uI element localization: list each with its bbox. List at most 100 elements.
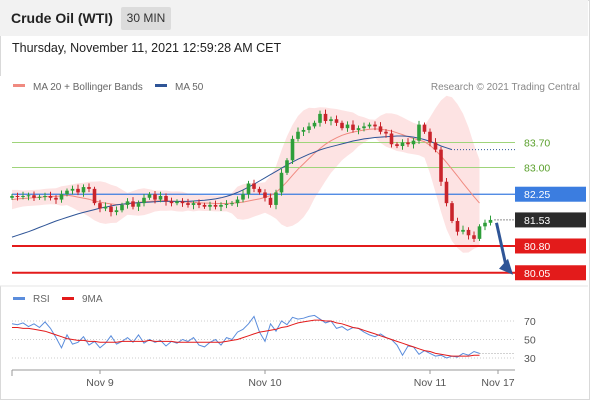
ma20-legend-label: MA 20 + Bollinger Bands	[33, 82, 143, 93]
timeframe-badge[interactable]: 30 MIN	[121, 7, 171, 30]
candle-body	[197, 203, 201, 205]
candle-body	[169, 201, 174, 204]
x-tick-label: Nov 9	[86, 377, 114, 389]
candle-body	[334, 119, 339, 123]
candle-body	[158, 196, 163, 200]
candle-body	[224, 203, 229, 205]
ma20-legend-swatch	[13, 84, 25, 87]
support-label: 80.05	[524, 268, 550, 280]
candle-body	[472, 235, 476, 239]
candle-body	[186, 203, 190, 205]
candle-body	[120, 204, 124, 211]
attribution-text: Research © 2021 Trading Central	[431, 82, 580, 93]
candle-body	[263, 192, 267, 198]
candle-body	[125, 201, 130, 205]
candle-body	[455, 220, 460, 232]
candle-body	[87, 187, 91, 189]
candle-body	[230, 203, 234, 205]
candle-body	[340, 122, 344, 129]
candle-body	[450, 203, 454, 221]
candle-body	[356, 128, 361, 130]
candle-body	[175, 201, 179, 204]
candle-body	[54, 197, 58, 200]
candle-body	[279, 172, 284, 193]
candle-body	[153, 194, 157, 200]
candle-body	[296, 131, 300, 139]
candle-body	[142, 197, 146, 204]
candle-body	[312, 122, 317, 127]
rsi-tick-label: 70	[524, 316, 536, 328]
rsi-ma-legend-label: 9MA	[82, 294, 103, 305]
last-price-label: 81.53	[524, 215, 550, 227]
instrument-title: Crude Oil (WTI)	[11, 10, 113, 26]
forecast-arrow-head	[499, 258, 513, 275]
candle-body	[378, 126, 383, 132]
bollinger-band	[12, 95, 480, 253]
support-label: 80.80	[524, 241, 550, 253]
resistance-label: 83.00	[524, 162, 550, 174]
candle-body	[103, 206, 108, 209]
candle-body	[422, 124, 427, 132]
rsi-line	[11, 314, 480, 359]
candle-body	[373, 124, 377, 127]
candle-body	[65, 190, 69, 195]
candle-body	[290, 138, 295, 161]
candle-body	[395, 144, 399, 147]
rsi-ma-line	[12, 319, 480, 357]
candle-body	[180, 201, 185, 204]
candle-body	[59, 194, 64, 200]
candle-body	[21, 196, 25, 198]
candle-body	[257, 188, 262, 193]
candle-body	[466, 229, 471, 236]
candle-body	[301, 129, 306, 132]
candle-body	[114, 210, 119, 213]
candle-body	[345, 124, 350, 129]
candle-body	[246, 183, 251, 195]
candle-body	[98, 203, 102, 209]
candle-body	[439, 149, 443, 182]
candle-body	[367, 124, 372, 127]
candle-body	[318, 113, 322, 123]
candle-body	[32, 195, 36, 198]
candle-body	[400, 142, 405, 147]
candle-body	[389, 133, 394, 145]
candle-body	[285, 160, 289, 173]
ma50-line	[11, 135, 453, 238]
candle-body	[147, 194, 152, 198]
candle-body	[10, 196, 14, 198]
rsi-tick-label: 30	[524, 353, 536, 365]
pivot-tag	[515, 186, 586, 202]
ma50-legend-swatch	[155, 84, 167, 87]
candle-body	[48, 196, 53, 198]
rsi-legend-label: RSI	[33, 294, 50, 305]
candle-body	[461, 229, 465, 232]
support-tag	[515, 238, 586, 254]
candle-body	[92, 188, 97, 204]
support-tag	[515, 265, 586, 281]
candle-body	[37, 196, 42, 198]
candle-body	[235, 199, 240, 204]
candle-body	[76, 188, 80, 193]
candle-body	[252, 183, 256, 189]
candle-body	[26, 195, 31, 197]
rsi-ma-legend-swatch	[62, 297, 74, 300]
ma20-line	[11, 128, 480, 206]
candle-body	[488, 219, 493, 223]
candle-body	[136, 203, 141, 207]
resistance-label: 83.70	[524, 137, 550, 149]
x-tick-label: Nov 10	[248, 377, 281, 389]
x-tick-label: Nov 11	[414, 377, 447, 389]
chart-timestamp: Thursday, November 11, 2021 12:59:28 AM …	[12, 41, 282, 55]
candle-body	[444, 181, 449, 204]
ma50-legend-label: MA 50	[175, 82, 204, 93]
candle-body	[483, 222, 487, 227]
candle-body	[362, 126, 366, 129]
candle-body	[15, 196, 20, 198]
candle-body	[131, 201, 135, 207]
candle-body	[411, 140, 416, 145]
candle-body	[81, 187, 86, 193]
candle-body	[329, 119, 333, 122]
candle-body	[433, 142, 438, 150]
candle-body	[307, 126, 311, 130]
candle-body	[268, 197, 273, 205]
